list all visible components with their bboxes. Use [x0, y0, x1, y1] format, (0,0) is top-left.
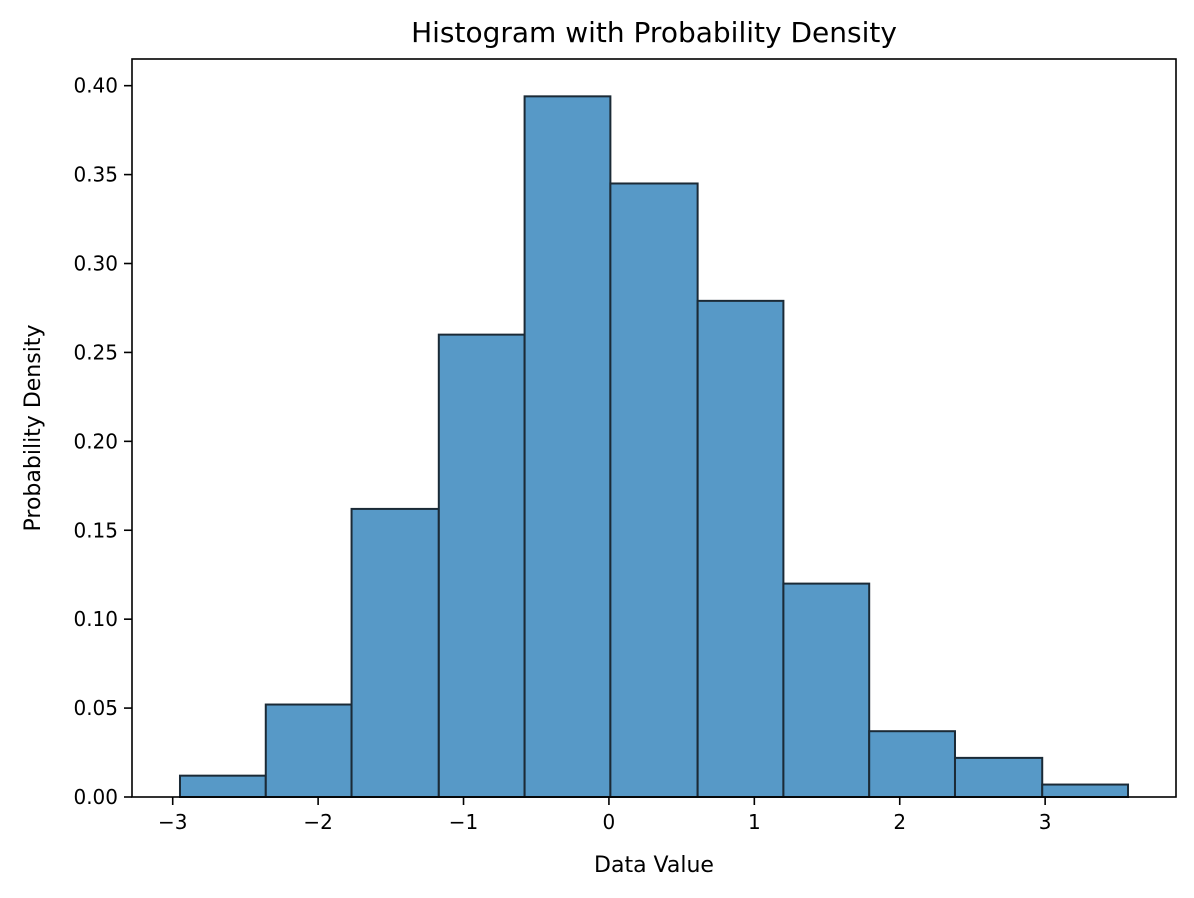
- y-tick-label: 0.30: [73, 252, 118, 276]
- x-tick-label: −3: [158, 810, 187, 834]
- histogram-bar-3: [350, 507, 440, 798]
- histogram-bar-2: [264, 703, 353, 798]
- histogram-bar-7: [696, 299, 785, 798]
- histogram-bar-1: [178, 774, 267, 798]
- x-tick-label: 3: [1039, 810, 1052, 834]
- chart-title: Histogram with Probability Density: [411, 16, 897, 49]
- y-tick-label: 0.00: [73, 785, 118, 809]
- y-tick-label: 0.40: [73, 74, 118, 98]
- histogram-bar-11: [1041, 783, 1130, 799]
- y-axis-ticks: 0.00 0.05 0.10 0.15 0.20 0.25 0.30 0.35 0.40: [73, 74, 132, 809]
- histogram-bar-10: [953, 756, 1044, 799]
- histogram-bar-8: [782, 582, 871, 798]
- y-tick-label: 0.25: [73, 340, 118, 364]
- y-tick-label: 0.35: [73, 163, 118, 187]
- y-tick-label: 0.10: [73, 607, 118, 631]
- y-tick-label: 0.20: [73, 429, 118, 453]
- histogram-bar-4: [437, 333, 526, 798]
- x-tick-label: 0: [603, 810, 616, 834]
- y-tick-label: 0.05: [73, 696, 118, 720]
- histogram-bar-9: [868, 730, 956, 798]
- histogram-bar-6: [609, 182, 699, 798]
- x-tick-label: −1: [449, 810, 478, 834]
- x-axis-ticks: −3 −2 −1 0 1 2 3: [158, 797, 1052, 834]
- x-axis-label: Data Value: [594, 853, 714, 878]
- y-axis-label: Probability Density: [21, 325, 46, 532]
- x-tick-label: 2: [893, 810, 906, 834]
- histogram-bar-5: [523, 95, 612, 798]
- x-tick-label: −2: [303, 810, 332, 834]
- bars-group: [178, 95, 1130, 799]
- y-tick-label: 0.15: [73, 518, 118, 542]
- plot-frame: [131, 58, 1177, 798]
- x-tick-label: 1: [748, 810, 761, 834]
